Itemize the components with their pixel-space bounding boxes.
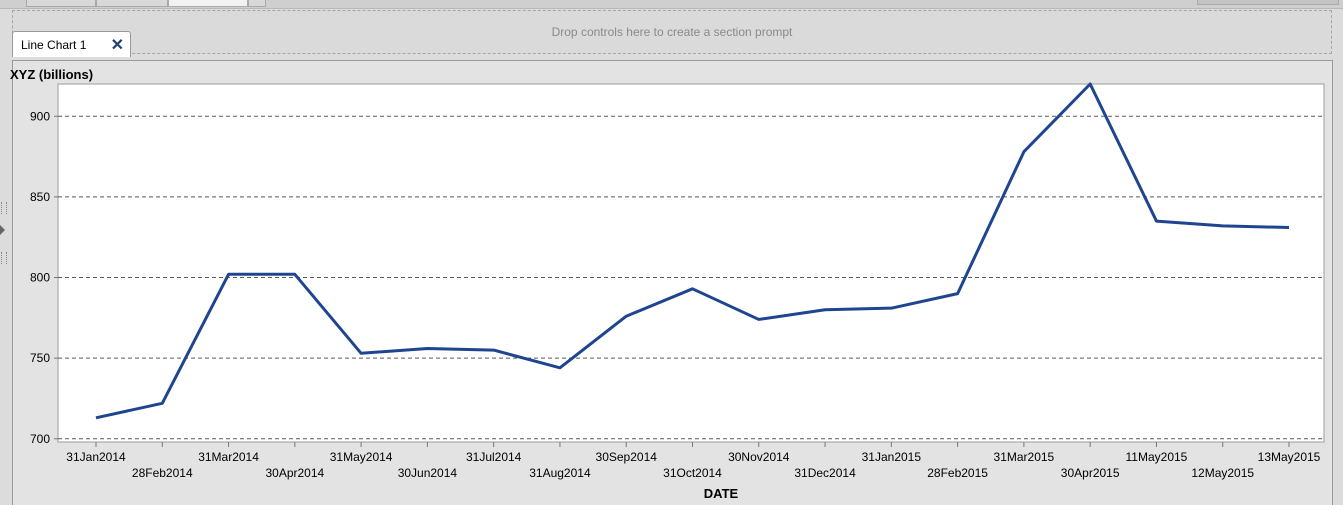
y-tick-label: 900 (30, 109, 50, 123)
data-point[interactable] (554, 362, 566, 374)
x-tick-label: 28Feb2015 (927, 466, 988, 480)
data-point[interactable] (885, 302, 897, 314)
report-tab-active[interactable] (168, 0, 248, 7)
panel-resize-handle[interactable] (0, 190, 7, 270)
x-tick-label: 31Oct2014 (663, 466, 722, 480)
data-point[interactable] (1084, 78, 1096, 90)
data-point[interactable] (952, 288, 964, 300)
grip-icon (1, 202, 7, 214)
y-tick-label: 800 (30, 271, 50, 285)
report-tab[interactable] (26, 0, 96, 7)
data-point[interactable] (289, 268, 301, 280)
line-chart-tab-label: Line Chart 1 (21, 38, 87, 52)
x-tick-label: 11May2015 (1126, 450, 1188, 464)
x-axis-title: DATE (704, 486, 739, 501)
x-tick-label: 28Feb2014 (132, 466, 193, 480)
data-point[interactable] (488, 344, 500, 356)
data-point[interactable] (1150, 215, 1162, 227)
report-tab[interactable] (96, 0, 168, 7)
x-tick-label: 30Apr2015 (1061, 466, 1120, 480)
top-scrollbar[interactable] (1197, 0, 1339, 5)
data-point[interactable] (156, 397, 168, 409)
tab-scroll-button[interactable] (248, 0, 266, 7)
x-tick-label: 31May2014 (330, 450, 393, 464)
data-point[interactable] (421, 342, 433, 354)
x-tick-label: 31Jan2014 (66, 450, 126, 464)
section-prompt-text: Drop controls here to create a section p… (551, 25, 793, 39)
data-point[interactable] (1217, 220, 1229, 232)
data-point[interactable] (355, 347, 367, 359)
x-tick-label: 31Aug2014 (529, 466, 591, 480)
x-tick-label: 30Nov2014 (728, 450, 790, 464)
data-point[interactable] (223, 268, 235, 280)
line-chart[interactable]: XYZ (billions) 700 750 800 850 900 31Jan2014 28… (0, 60, 1343, 505)
x-tick-label: 30Sep2014 (596, 450, 658, 464)
data-point[interactable] (819, 304, 831, 316)
close-icon[interactable]: ✕ (110, 37, 124, 54)
x-tick-label: 13May2015 (1258, 450, 1321, 464)
top-tab-strip (0, 0, 1343, 9)
data-point[interactable] (1018, 146, 1030, 158)
x-tick-label: 31Mar2014 (198, 450, 259, 464)
series-line[interactable] (95, 82, 1290, 420)
grip-icon (1, 252, 7, 264)
data-point[interactable] (90, 412, 102, 424)
data-point[interactable] (753, 313, 765, 325)
y-tick-label: 850 (30, 190, 50, 204)
section-prompt-dropzone[interactable]: Drop controls here to create a section p… (12, 10, 1332, 54)
x-tick-label: 31Dec2014 (794, 466, 856, 480)
x-tick-label: 12May2015 (1191, 466, 1254, 480)
plot-area (57, 83, 1325, 443)
x-tick-label: 30Jun2014 (398, 466, 458, 480)
data-point[interactable] (1283, 222, 1295, 234)
y-tick-label: 750 (30, 351, 50, 365)
x-tick-label: 31Mar2015 (994, 450, 1055, 464)
y-axis-title: XYZ (billions) (10, 67, 93, 82)
y-tick-label: 700 (30, 432, 50, 446)
x-tick-label: 30Apr2014 (265, 466, 324, 480)
data-point[interactable] (687, 283, 699, 295)
x-tick-label: 31Jul2014 (466, 450, 522, 464)
collapse-arrow-icon[interactable] (0, 225, 5, 235)
line-chart-tab[interactable]: Line Chart 1 ✕ (12, 31, 131, 57)
data-point[interactable] (620, 310, 632, 322)
x-tick-label: 31Jan2015 (862, 450, 922, 464)
